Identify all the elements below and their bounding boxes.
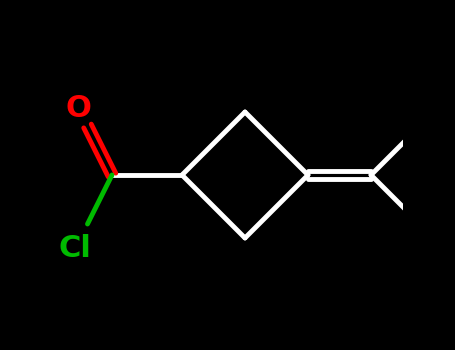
Text: Cl: Cl [59, 234, 92, 263]
Text: O: O [66, 94, 92, 123]
